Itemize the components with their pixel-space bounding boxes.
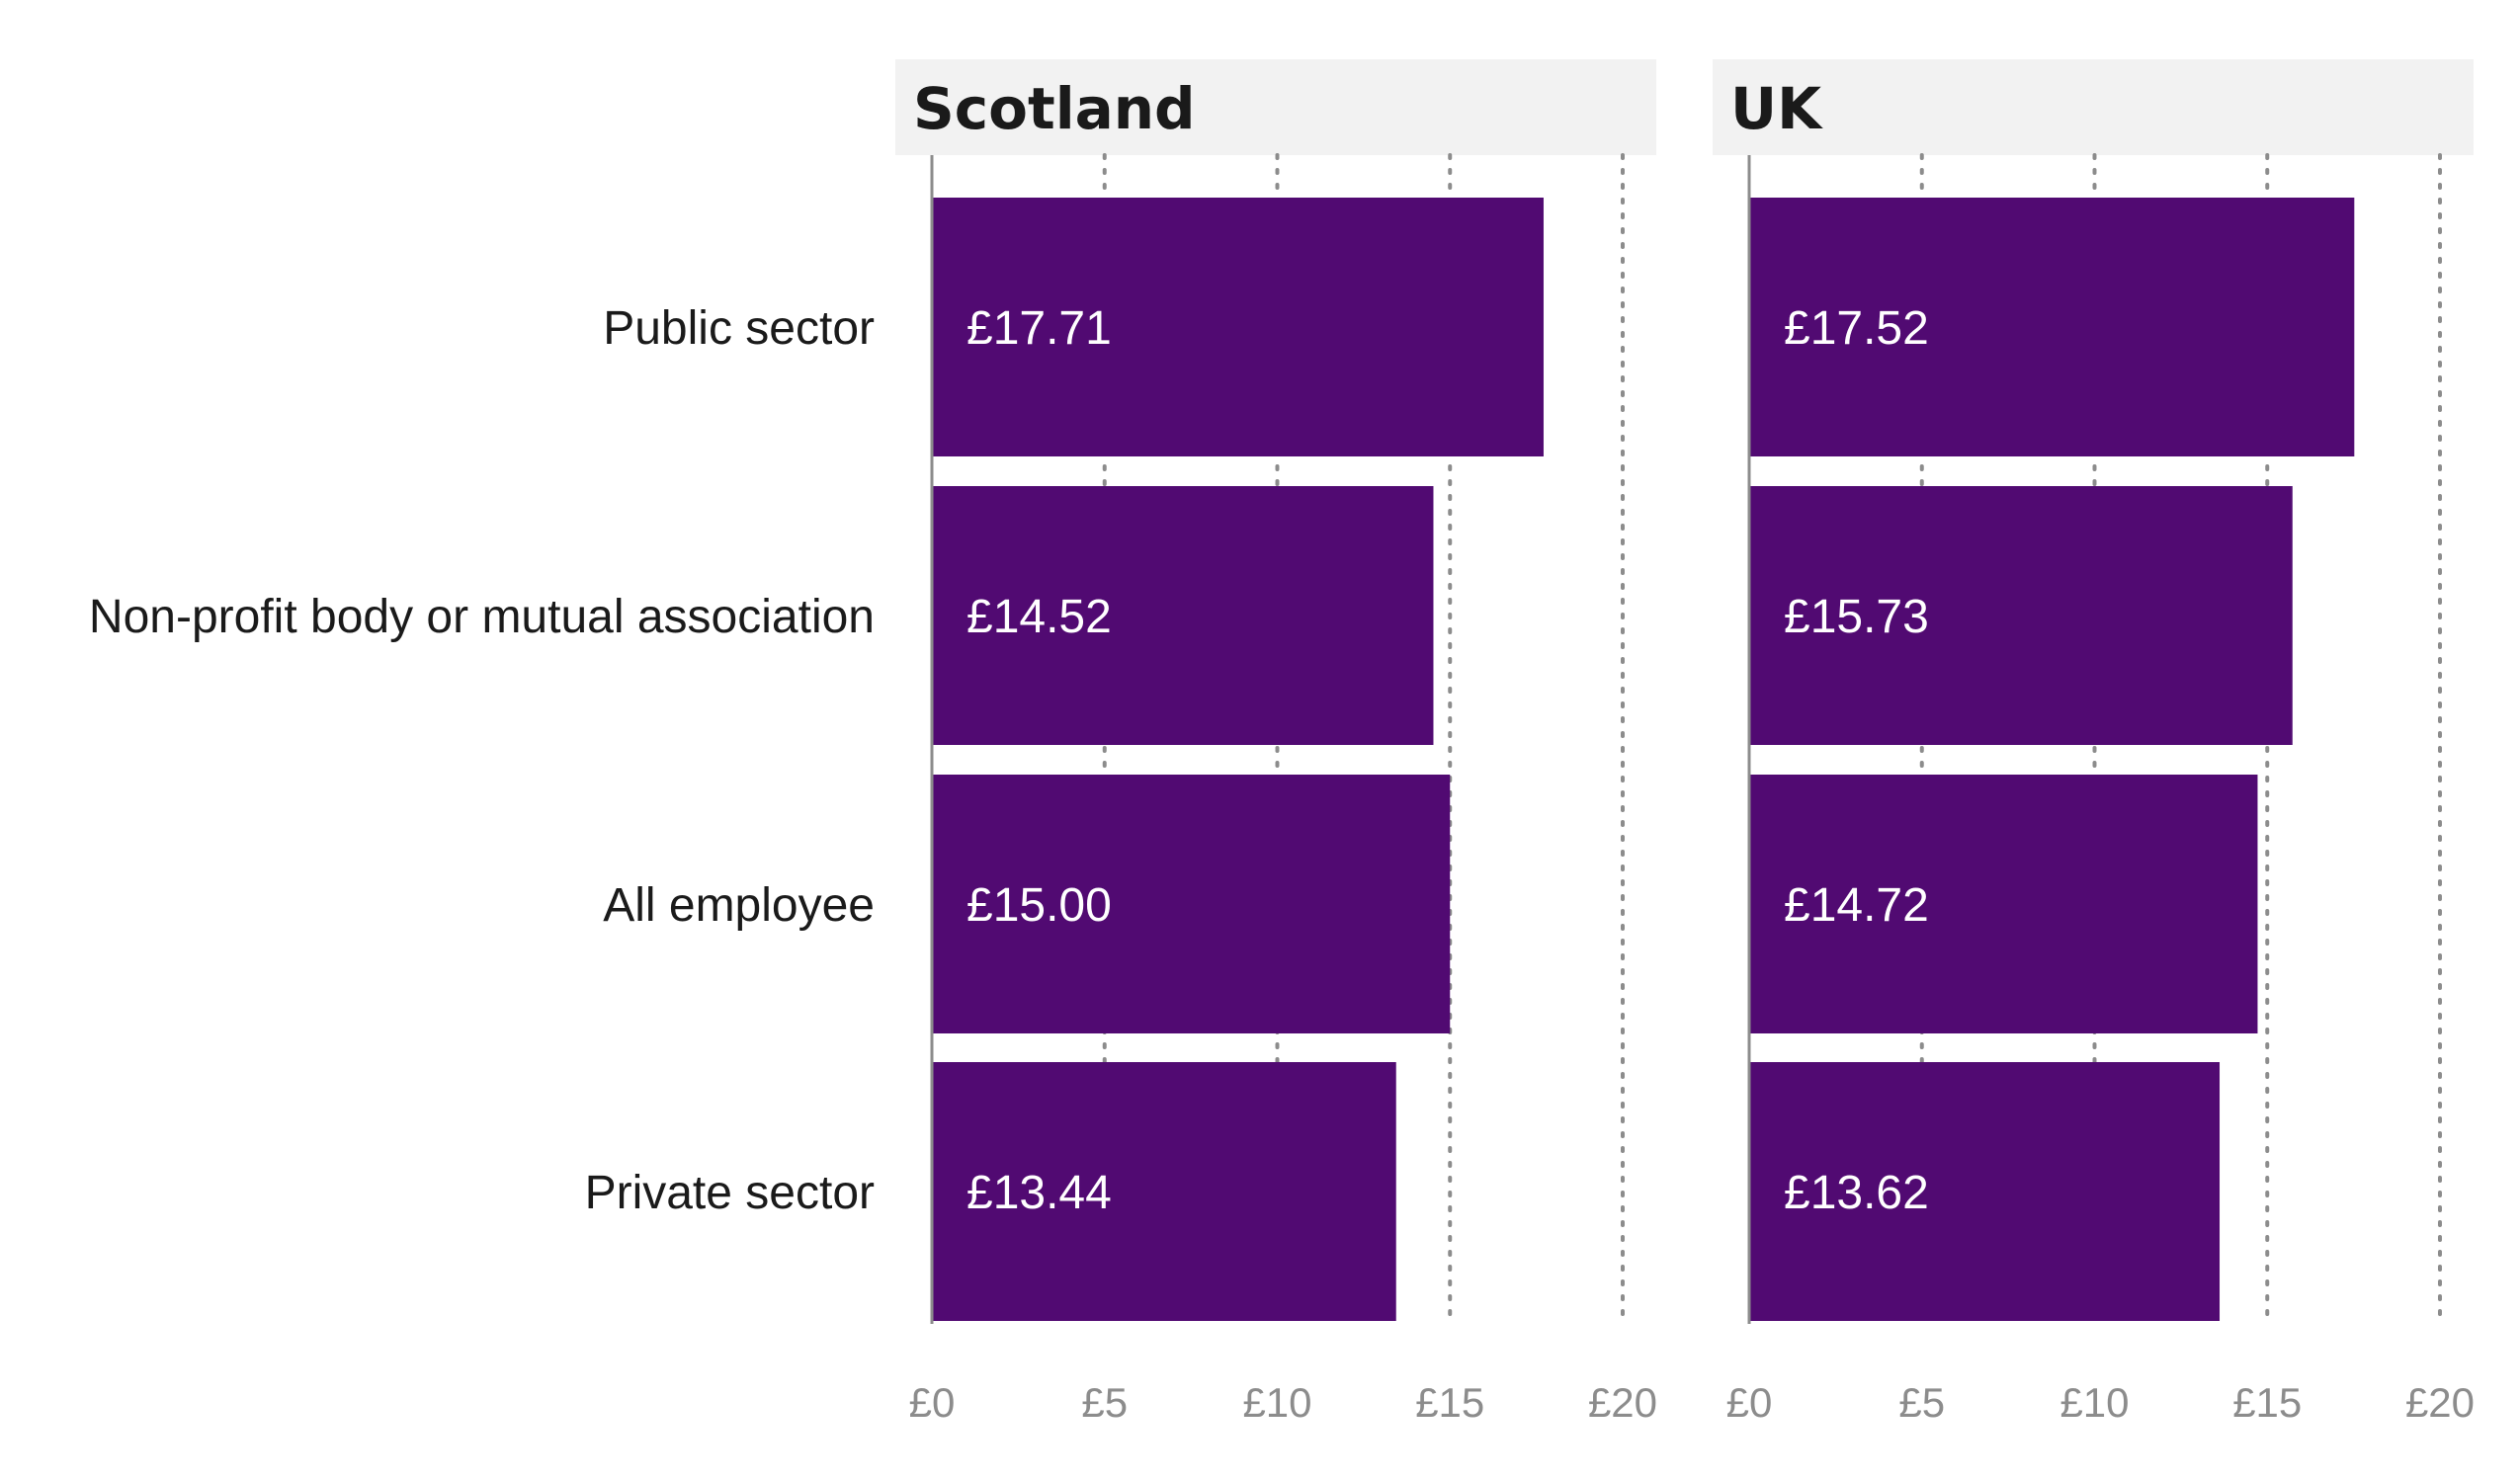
category-label-2: All employee	[603, 879, 875, 932]
bar-uk-1	[1749, 486, 2293, 745]
tick-label-scotland-0: £0	[909, 1379, 956, 1426]
panel-header-scotland	[895, 59, 1656, 155]
bar-scotland-2	[932, 775, 1451, 1033]
tick-label-uk-5: £5	[1898, 1379, 1945, 1426]
panel-title-scotland: Scotland	[913, 75, 1196, 142]
tick-label-uk-15: £15	[2232, 1379, 2302, 1426]
bar-label-scotland-3: £13.44	[966, 1167, 1112, 1219]
category-label-1: Non-profit body or mutual association	[89, 591, 875, 643]
bar-label-uk-2: £14.72	[1784, 879, 1929, 932]
bar-label-scotland-2: £15.00	[966, 879, 1112, 932]
bar-scotland-1	[932, 486, 1434, 745]
category-label-0: Public sector	[603, 302, 875, 355]
bar-uk-0	[1749, 198, 2355, 456]
tick-label-scotland-15: £15	[1415, 1379, 1484, 1426]
tick-label-scotland-20: £20	[1588, 1379, 1657, 1426]
bar-label-scotland-1: £14.52	[966, 591, 1112, 643]
tick-label-scotland-10: £10	[1242, 1379, 1311, 1426]
tick-label-uk-0: £0	[1726, 1379, 1773, 1426]
category-label-3: Private sector	[585, 1167, 875, 1219]
bar-scotland-0	[932, 198, 1544, 456]
bar-uk-3	[1749, 1062, 2221, 1321]
bar-scotland-3	[932, 1062, 1396, 1321]
tick-label-uk-20: £20	[2405, 1379, 2475, 1426]
panel-title-uk: UK	[1730, 75, 1823, 142]
bar-label-uk-1: £15.73	[1784, 591, 1929, 643]
bar-label-scotland-0: £17.71	[966, 302, 1112, 355]
tick-label-uk-10: £10	[2059, 1379, 2129, 1426]
tick-label-scotland-5: £5	[1081, 1379, 1128, 1426]
panel-header-uk	[1713, 59, 2474, 155]
bar-label-uk-3: £13.62	[1784, 1167, 1929, 1219]
bar-label-uk-0: £17.52	[1784, 302, 1929, 355]
bar-uk-2	[1749, 775, 2258, 1033]
